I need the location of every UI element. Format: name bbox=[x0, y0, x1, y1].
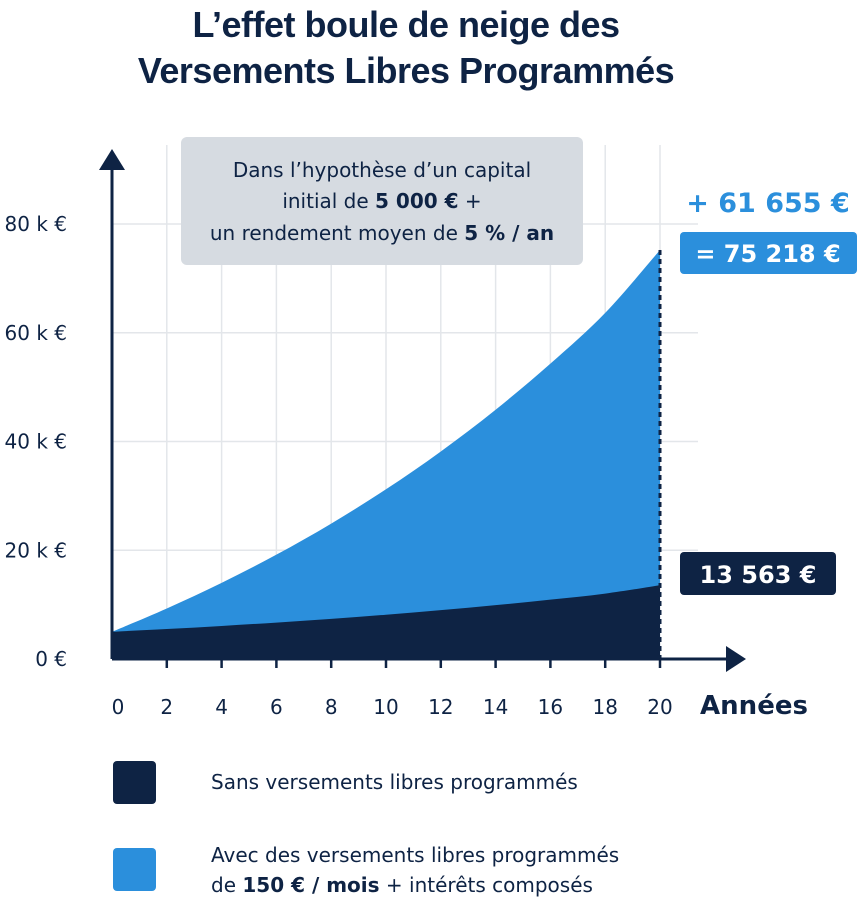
base-badge: 13 563 € bbox=[680, 552, 836, 595]
legend-item-without bbox=[113, 761, 156, 804]
hypothesis-line-3: un rendement moyen de 5 % / an bbox=[210, 221, 554, 245]
legend-line-2-post: + intérêts composés bbox=[379, 873, 593, 897]
x-tick-label: 12 bbox=[428, 695, 453, 719]
title-line-1: L’effet boule de neige des bbox=[192, 4, 620, 45]
chart-title: L’effet boule de neige des Versements Li… bbox=[0, 2, 812, 94]
y-tick-label: 40 k € bbox=[5, 430, 67, 454]
legend-amount: 150 € / mois bbox=[242, 873, 380, 897]
x-tick-label: 14 bbox=[483, 695, 508, 719]
legend-line-2-pre: de bbox=[211, 873, 243, 897]
y-tick-label: 60 k € bbox=[5, 321, 67, 345]
legend-item-with bbox=[113, 848, 156, 891]
hypothesis-line-2: initial de 5 000 € + bbox=[282, 189, 481, 213]
x-tick-label: 0 bbox=[112, 695, 125, 719]
y-tick-label: 20 k € bbox=[5, 538, 67, 562]
gain-label: + 61 655 € bbox=[686, 188, 850, 219]
total-label: = 75 218 € bbox=[695, 240, 840, 268]
y-axis-arrow-icon bbox=[99, 149, 125, 170]
x-tick-label: 6 bbox=[270, 695, 283, 719]
legend-swatch-with bbox=[113, 848, 156, 891]
tick-labels: 0 2 4 6 8 10 12 14 16 18 20 0 € 20 k € 40 k € 60 k € 80… bbox=[5, 212, 673, 719]
x-tick-label: 20 bbox=[647, 695, 672, 719]
series-area-without-payments bbox=[112, 585, 660, 659]
x-tick-label: 16 bbox=[538, 695, 563, 719]
hypothesis-rate: 5 % / an bbox=[464, 221, 554, 245]
hypothesis-line-3-pre: un rendement moyen de bbox=[210, 221, 464, 245]
axes bbox=[99, 149, 746, 672]
x-tick-label: 4 bbox=[215, 695, 228, 719]
legend-label-with: Avec des versements libres programmés de… bbox=[211, 840, 619, 900]
series-areas bbox=[112, 250, 660, 659]
x-tick-label: 10 bbox=[373, 695, 398, 719]
x-tick-label: 18 bbox=[592, 695, 617, 719]
x-axis-arrow-icon bbox=[726, 646, 746, 672]
legend-label-with-line-1: Avec des versements libres programmés bbox=[211, 843, 620, 867]
total-badge: = 75 218 € bbox=[680, 232, 857, 274]
hypothesis-line-2-pre: initial de bbox=[282, 189, 375, 213]
hypothesis-line-2-post: + bbox=[459, 189, 482, 213]
y-tick-label: 0 € bbox=[35, 647, 67, 671]
hypothesis-box: Dans l’hypothèse d’un capital initial de… bbox=[181, 137, 583, 265]
series-area-with-payments bbox=[112, 250, 660, 659]
legend-label-without: Sans versements libres programmés bbox=[211, 770, 578, 794]
hypothesis-capital: 5 000 € bbox=[375, 189, 459, 213]
y-tick-label: 80 k € bbox=[5, 212, 67, 236]
hypothesis-line-1: Dans l’hypothèse d’un capital bbox=[233, 158, 531, 182]
legend-label-with-line-2: de 150 € / mois + intérêts composés bbox=[211, 870, 619, 900]
title-line-2: Versements Libres Programmés bbox=[137, 50, 675, 91]
x-tick-label: 8 bbox=[325, 695, 338, 719]
base-label: 13 563 € bbox=[700, 561, 817, 589]
x-tick-label: 2 bbox=[160, 695, 173, 719]
x-axis-label: Années bbox=[700, 691, 808, 721]
legend-swatch-without bbox=[113, 761, 156, 804]
